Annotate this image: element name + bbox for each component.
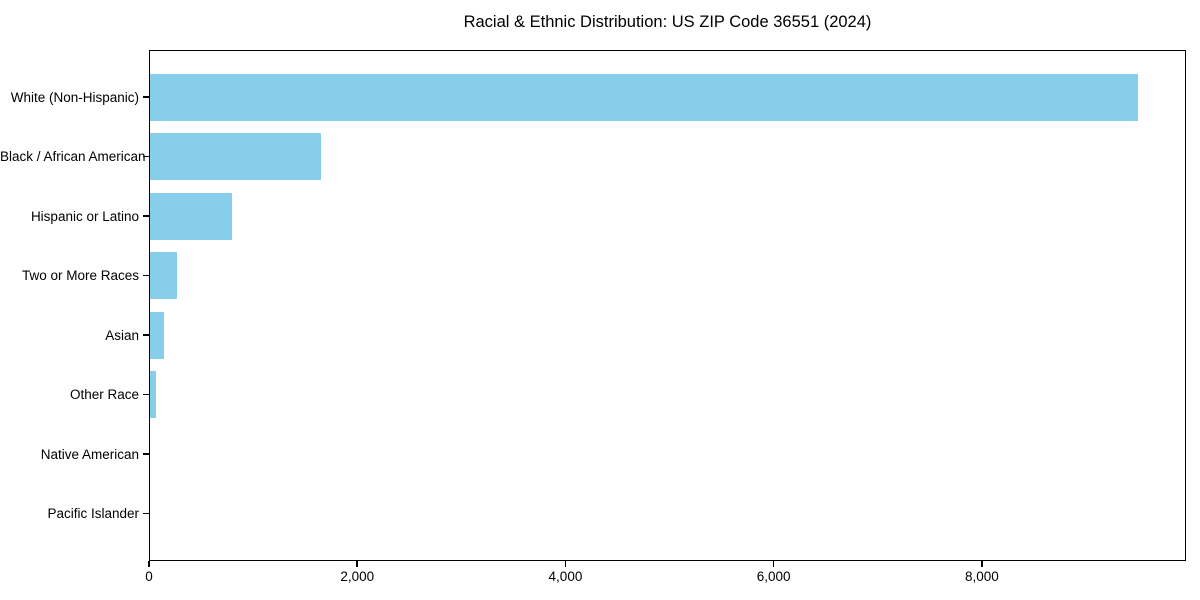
bar — [149, 371, 156, 418]
y-axis-label: Pacific Islander — [47, 506, 139, 521]
bar — [149, 133, 321, 180]
chart-title: Racial & Ethnic Distribution: US ZIP Cod… — [463, 13, 872, 31]
y-tick-mark — [142, 334, 149, 336]
plot-border — [149, 50, 1186, 561]
y-axis-label: White (Non-Hispanic) — [10, 89, 139, 105]
y-tick-mark — [142, 274, 149, 277]
y-axis-label: Native American — [40, 446, 139, 462]
y-tick-mark — [142, 96, 149, 98]
x-tick-mark — [772, 561, 775, 567]
bar — [149, 311, 165, 359]
x-tick-label: 0 — [145, 569, 153, 584]
y-axis-label: Asian — [105, 327, 139, 343]
x-tick-mark — [356, 561, 358, 567]
x-tick-mark — [148, 561, 150, 567]
bar — [149, 192, 233, 240]
x-tick-label: 6,000 — [756, 569, 791, 584]
y-tick-mark — [142, 215, 149, 217]
x-tick-label: 2,000 — [340, 569, 375, 584]
x-tick-mark — [564, 561, 567, 567]
y-axis-label: Black / African American — [0, 149, 146, 164]
y-tick-mark — [142, 453, 149, 455]
x-tick-mark — [981, 561, 983, 567]
bar — [149, 252, 177, 299]
y-axis-label: Two or More Races — [21, 268, 139, 283]
x-tick-label: 8,000 — [965, 569, 999, 584]
plot-area — [149, 50, 1186, 561]
y-axis-label: Other Race — [69, 387, 139, 402]
bar — [149, 73, 1139, 121]
y-axis-label: Hispanic or Latino — [30, 208, 139, 224]
y-tick-mark — [142, 512, 149, 515]
x-tick-label: 4,000 — [548, 569, 583, 584]
y-tick-mark — [142, 155, 149, 158]
y-tick-mark — [142, 393, 149, 396]
